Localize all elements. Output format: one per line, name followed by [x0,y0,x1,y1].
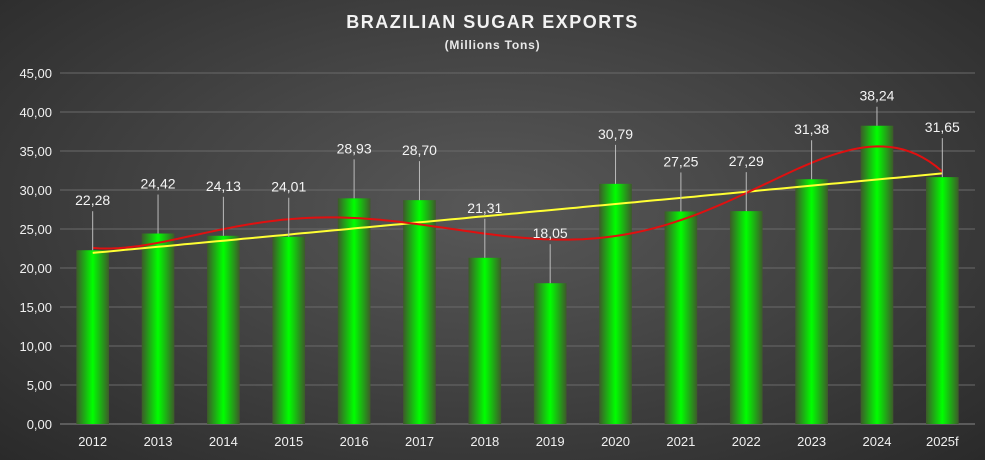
x-tick-label: 2024 [863,434,892,449]
bar [795,179,828,424]
data-label: 24,01 [271,179,306,195]
y-tick-label: 45,00 [19,66,52,81]
x-tick-label: 2016 [340,434,369,449]
x-tick-label: 2013 [144,434,173,449]
x-tick-label: 2014 [209,434,238,449]
data-label: 38,24 [859,88,894,104]
chart-title: BRAZILIAN SUGAR EXPORTS [346,12,639,32]
x-tick-label: 2025f [926,434,959,449]
polynomial-trendline [92,145,943,250]
bar [468,257,502,424]
bar [403,200,436,424]
y-tick-label: 0,00 [27,417,52,432]
data-label: 27,29 [729,153,764,169]
y-tick-label: 15,00 [19,300,52,315]
bar [860,125,894,424]
bar [925,177,959,424]
bar [599,183,632,424]
bar [533,283,567,424]
data-label: 28,70 [402,142,437,158]
x-tick-label: 2020 [601,434,630,449]
data-label: 31,38 [794,121,829,137]
data-label: 31,65 [925,119,960,135]
data-label: 30,79 [598,126,633,142]
data-label: 21,31 [467,200,502,216]
x-tick-label: 2015 [274,434,303,449]
data-label: 27,25 [663,153,698,169]
y-tick-label: 30,00 [19,183,52,198]
chart-subtitle: (Millions Tons) [444,38,541,52]
bar [337,198,371,424]
x-tick-label: 2017 [405,434,434,449]
y-tick-label: 40,00 [19,105,52,120]
y-tick-label: 5,00 [27,378,52,393]
y-tick-label: 20,00 [19,261,52,276]
bar [76,250,110,424]
bar [141,233,175,424]
x-tick-label: 2022 [732,434,761,449]
data-label: 24,42 [141,176,176,192]
y-tick-label: 35,00 [19,144,52,159]
y-tick-label: 25,00 [19,222,52,237]
y-tick-label: 10,00 [19,339,52,354]
x-tick-label: 2019 [536,434,565,449]
x-tick-label: 2012 [78,434,107,449]
bar [207,235,240,424]
bar [664,211,698,424]
x-tick-label: 2021 [666,434,695,449]
x-tick-label: 2023 [797,434,826,449]
data-label: 28,93 [337,140,372,156]
data-label: 22,28 [75,192,110,208]
x-tick-label: 2018 [470,434,499,449]
bar [729,211,763,424]
linear-trendline [92,172,943,254]
data-label: 24,13 [206,178,241,194]
bar [272,236,306,424]
data-label: 18,05 [533,225,568,241]
